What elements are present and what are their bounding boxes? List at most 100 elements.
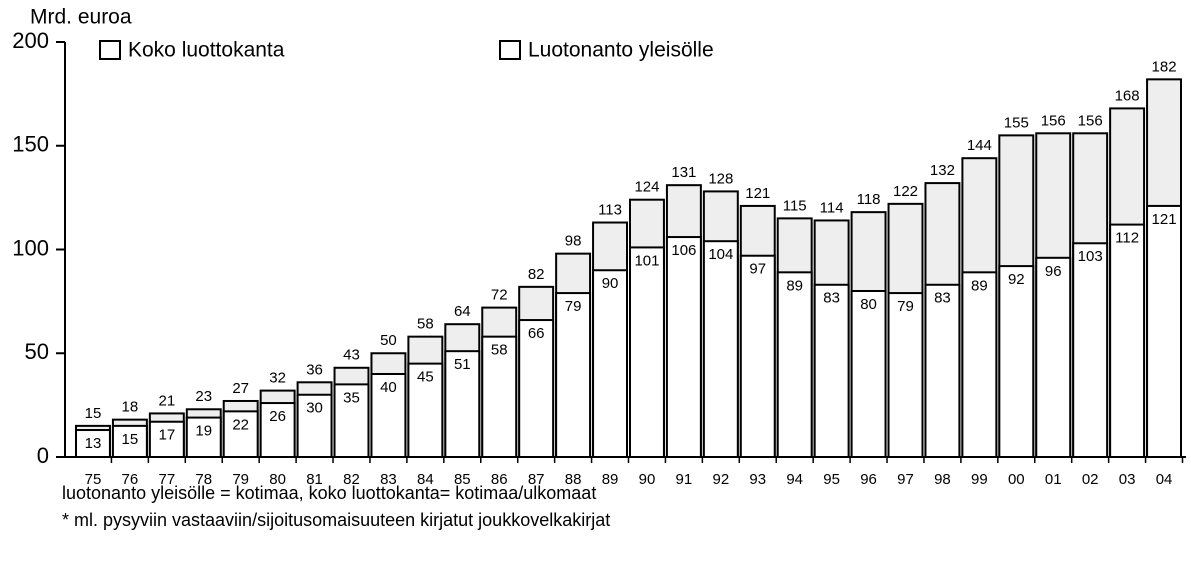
value-label: 156	[1041, 112, 1066, 129]
x-tick-label: 82	[343, 471, 360, 488]
legend-swatch	[99, 40, 121, 60]
bar-domestic	[665, 236, 702, 458]
bar-domestic	[444, 350, 481, 458]
value-label: 51	[454, 356, 471, 373]
value-label: 115	[783, 197, 807, 214]
value-label: 106	[671, 242, 696, 259]
bar-domestic	[776, 271, 813, 459]
value-label: 79	[565, 298, 582, 315]
legend-swatch	[499, 40, 521, 60]
x-tick-label: 00	[1008, 471, 1025, 488]
x-tick-label: 95	[823, 471, 840, 488]
bar-domestic	[961, 271, 998, 459]
bar-domestic	[702, 240, 739, 458]
x-tick-label: 91	[676, 471, 693, 488]
value-label: 96	[1045, 263, 1062, 280]
x-tick-label: 93	[749, 471, 766, 488]
bar-domestic	[813, 283, 850, 458]
value-label: 124	[634, 179, 659, 196]
bar-domestic	[185, 416, 222, 459]
y-tick-label: 150	[12, 132, 49, 157]
value-label: 15	[85, 405, 102, 422]
bar-domestic	[1072, 242, 1109, 458]
value-label: 36	[306, 361, 323, 378]
value-label: 131	[671, 164, 696, 181]
y-tick-label: 50	[25, 339, 49, 364]
value-label: 22	[232, 416, 249, 433]
x-tick-label: 76	[122, 471, 139, 488]
value-label: 118	[857, 191, 881, 208]
bar-domestic	[296, 393, 333, 458]
bar-domestic	[592, 269, 628, 458]
x-tick-label: 84	[417, 471, 434, 488]
value-label: 58	[491, 342, 508, 359]
x-tick-label: 89	[602, 471, 619, 488]
value-label: 121	[745, 185, 770, 202]
x-tick-label: 80	[269, 471, 286, 488]
value-label: 50	[380, 332, 397, 349]
value-label: 144	[967, 137, 992, 154]
value-label: 122	[893, 183, 918, 200]
value-label: 128	[708, 170, 733, 187]
y-axis-label: Mrd. euroa	[30, 6, 132, 29]
bar-domestic	[222, 410, 259, 459]
bar-domestic	[370, 373, 407, 458]
note: * ml. pysyviin vastaaviin/sijoitusomaisu…	[62, 510, 610, 530]
bar-domestic	[1146, 204, 1182, 458]
bar-domestic	[333, 383, 370, 458]
x-tick-label: 98	[934, 471, 951, 488]
x-tick-label: 75	[85, 471, 102, 488]
bar-domestic	[555, 292, 592, 459]
value-label: 15	[122, 431, 139, 448]
value-label: 121	[1152, 211, 1177, 228]
bar-domestic	[739, 254, 776, 458]
y-tick-label: 100	[12, 235, 49, 260]
value-label: 43	[343, 347, 360, 364]
bar-domestic	[75, 429, 111, 458]
bar-domestic	[998, 265, 1035, 458]
value-label: 26	[269, 408, 286, 425]
value-label: 17	[158, 427, 175, 444]
x-tick-label: 99	[971, 471, 988, 488]
x-tick-label: 97	[897, 471, 914, 488]
bar-domestic	[887, 292, 924, 459]
value-label: 97	[749, 261, 766, 278]
value-label: 103	[1078, 248, 1103, 265]
x-tick-label: 85	[454, 471, 471, 488]
value-label: 66	[528, 325, 545, 342]
value-label: 80	[860, 296, 877, 313]
bar-domestic	[518, 319, 555, 458]
x-tick-label: 96	[860, 471, 877, 488]
y-tick-label: 0	[37, 443, 49, 468]
value-label: 79	[897, 298, 914, 315]
bar-domestic	[148, 420, 185, 459]
bar-domestic	[1035, 256, 1072, 458]
value-label: 92	[1008, 271, 1025, 288]
bar-domestic	[924, 283, 961, 458]
x-tick-label: 87	[528, 471, 545, 488]
y-tick-label: 200	[12, 28, 49, 53]
x-tick-label: 77	[158, 471, 175, 488]
value-label: 72	[491, 287, 508, 304]
x-tick-label: 94	[786, 471, 803, 488]
x-tick-label: 83	[380, 471, 397, 488]
value-label: 90	[602, 275, 619, 292]
value-label: 64	[454, 303, 471, 320]
value-label: 27	[232, 380, 249, 397]
bar-domestic	[1109, 223, 1146, 458]
value-label: 30	[306, 400, 323, 417]
bar-domestic	[407, 362, 444, 458]
value-label: 18	[122, 399, 139, 416]
value-label: 21	[158, 392, 175, 409]
bar-domestic	[259, 402, 296, 458]
bar-domestic	[629, 246, 665, 458]
value-label: 98	[565, 233, 582, 250]
x-tick-label: 01	[1045, 471, 1062, 488]
x-tick-label: 78	[195, 471, 212, 488]
x-tick-label: 03	[1119, 471, 1136, 488]
bar-domestic	[111, 424, 148, 458]
legend-label: Koko luottokanta	[128, 39, 285, 62]
value-label: 58	[417, 316, 434, 333]
x-tick-label: 92	[712, 471, 729, 488]
